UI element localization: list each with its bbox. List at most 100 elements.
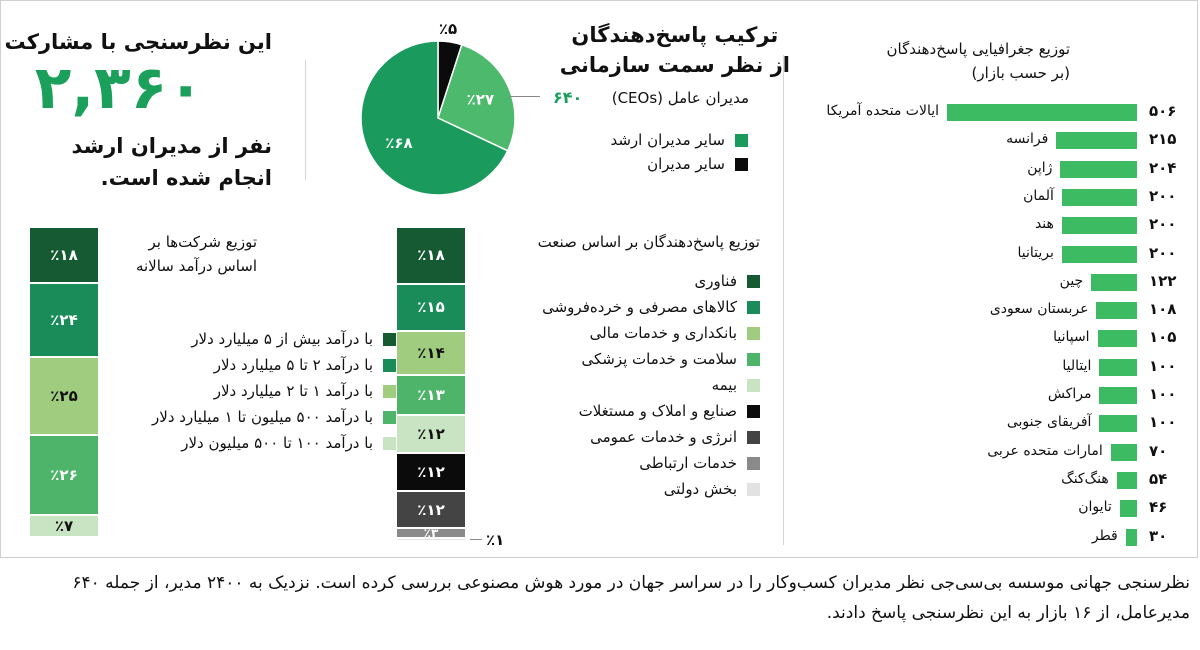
revenue-legend-label: با درآمد ۱۰۰ تا ۵۰۰ میلیون دلار [181,434,373,452]
geo-bar [1125,528,1137,546]
industry-legend-label: صنایع و املاک و مستغلات [578,402,737,420]
revenue-segment-label: ٪۲۵ [50,386,78,405]
industry-legend-label: بانکداری و خدمات مالی [589,324,737,342]
industry-legend-label: سلامت و خدمات پزشکی [581,350,737,368]
geo-value-label: ۱۰۰ [1149,413,1177,432]
geo-category-label: فرانسه [1006,131,1049,148]
geo-value-label: ۴۶ [1149,498,1168,517]
industry-legend-label: فناوری [694,272,738,290]
revenue-chart-title: توزیع شرکت‌ها بر اساس درآمد سالانه [136,230,257,278]
geo-bar-chart: ایالات متحده آمریکا ۵۰۶ فرانسه ۲۱۵ ژاپن ۲۰۴ آل… [790,100,1190,550]
pie-slice-label-1: ٪۲۷ [467,91,494,109]
headline-title: این نظرسنجی با مشارکت [4,30,272,54]
geo-bar [1096,302,1137,320]
industry-segment-label: ٪۱۸ [417,246,445,265]
geo-bar [947,104,1137,121]
revenue-legend-swatch [383,436,396,450]
industry-legend-swatch [747,326,760,340]
revenue-legend-label: با درآمد ۵۰۰ میلیون تا ۱ میلیارد دلار [152,408,373,426]
industry-legend-swatch [747,404,760,418]
industry-segment-label: ٪۱۳ [417,385,445,404]
revenue-legend-swatch [383,332,396,346]
industry-legend-label: کالاهای مصرفی و خرده‌فروشی [542,298,737,316]
industry-small-label: ٪۱ [486,530,505,549]
industry-chart-title: توزیع پاسخ‌دهندگان بر اساس صنعت [537,233,760,251]
industry-segment: ٪۱۴ [397,331,465,374]
revenue-legend-label: با درآمد ۲ تا ۵ میلیارد دلار [213,356,373,374]
industry-legend-swatch [747,274,760,288]
revenue-legend: با درآمد بیش از ۵ میلیارد دلار با درآمد ۲… [152,326,396,456]
pie-title-line2: از نظر سمت سازمانی [559,53,790,77]
industry-legend-swatch [747,300,760,314]
geo-chart-title: توزیع جغرافیایی پاسخ‌دهندگان (بر حسب باز… [887,37,1070,85]
geo-category-label: ایالات متحده آمریکا [826,103,939,119]
industry-legend: فناوری کالاهای مصرفی و خرده‌فروشی بانکداری… [542,268,760,502]
pie-legend-item: سایر مدیران ارشد [610,128,748,152]
geo-bar [1116,471,1137,489]
geo-category-label: هنگ‌کنگ [1061,470,1109,487]
separator-headline [305,60,306,180]
geo-value-label: ۱۰۵ [1149,328,1177,347]
pie-legend-swatch [735,157,748,171]
pie-slice-label-0: ٪۶۸ [385,134,412,152]
revenue-legend-swatch [383,410,396,424]
pie-slice-1 [437,43,516,152]
geo-bar [1119,500,1137,518]
revenue-legend-item: با درآمد ۱ تا ۲ میلیارد دلار [152,378,396,404]
industry-legend-item: صنایع و املاک و مستغلات [542,398,760,424]
industry-segment: ٪۱۸ [397,228,465,283]
geo-bar [1091,273,1137,291]
industry-legend-item: بخش دولتی [542,476,760,502]
pie-legend: سایر مدیران ارشد سایر مدیران [610,128,748,176]
revenue-legend-item: با درآمد ۵۰۰ میلیون تا ۱ میلیارد دلار [152,404,396,430]
revenue-stacked-column: ٪۱۸ ٪۲۴ ٪۲۵ ٪۲۶ ٪۷ [30,228,98,536]
revenue-segment-label: ٪۱۸ [50,245,78,264]
pie-slice-0 [360,40,509,196]
geo-bar [1097,330,1137,348]
infographic-frame [0,0,1198,558]
geo-category-label: امارات متحده عربی [987,442,1103,459]
geo-value-label: ۵۰۶ [1149,102,1177,120]
geo-value-label: ۲۰۴ [1149,158,1177,177]
geo-title-line2: (بر حسب بازار) [971,64,1070,82]
headline-subtitle-line1: نفر از مدیران ارشد [71,134,272,158]
industry-segment: ٪۱۲ [397,416,465,453]
geo-category-label: قطر [1091,527,1118,544]
geo-category-label: ایتالیا [1062,357,1092,374]
industry-legend-label: خدمات ارتباطی [639,454,737,472]
pie-slice-label-2: ٪۵ [439,20,457,38]
industry-legend-item: بانکداری و خدمات مالی [542,320,760,346]
headline-subtitle-line2: انجام شده است. [100,166,272,190]
geo-bar [1056,132,1137,150]
industry-segment-label: ٪۱۲ [417,425,445,444]
revenue-legend-item: با درآمد ۱۰۰ تا ۵۰۰ میلیون دلار [152,430,396,456]
pie-chart-title: ترکیب پاسخ‌دهندگان از نظر سمت سازمانی [560,20,790,80]
geo-value-label: ۲۰۰ [1149,186,1177,205]
industry-legend-item: کالاهای مصرفی و خرده‌فروشی [542,294,760,320]
industry-segment-label: ٪۱۲ [417,500,445,519]
industry-small-label-line [470,538,482,540]
industry-segment [397,538,465,540]
geo-value-label: ۲۰۰ [1149,215,1177,234]
industry-legend-label: انرژی و خدمات عمومی [590,428,737,446]
industry-legend-item: فناوری [542,268,760,294]
separator-pie [783,55,784,545]
industry-legend-swatch [747,430,760,444]
geo-category-label: هند [1034,216,1054,233]
geo-value-label: ۱۰۰ [1149,356,1177,375]
industry-legend-swatch [747,352,760,366]
pie-title-line1: ترکیب پاسخ‌دهندگان [571,23,779,47]
geo-bar [1099,415,1137,433]
geo-category-label: آلمان [1023,187,1054,204]
headline-subtitle: نفر از مدیران ارشد انجام شده است. [71,130,272,194]
geo-value-label: ۲۰۰ [1149,243,1177,262]
industry-legend-item: انرژی و خدمات عمومی [542,424,760,450]
pie-callout-value: ۶۴۰ [553,88,583,107]
geo-category-label: آفریقای جنوبی [1006,414,1092,431]
revenue-segment-label: ٪۲۴ [50,310,78,329]
geo-value-label: ۱۲۲ [1149,271,1177,290]
industry-segment: ٪۱۳ [397,375,465,415]
industry-legend-item: بیمه [542,372,760,398]
industry-segment: ٪۱۲ [397,454,465,490]
pie-callout-line [510,96,540,97]
